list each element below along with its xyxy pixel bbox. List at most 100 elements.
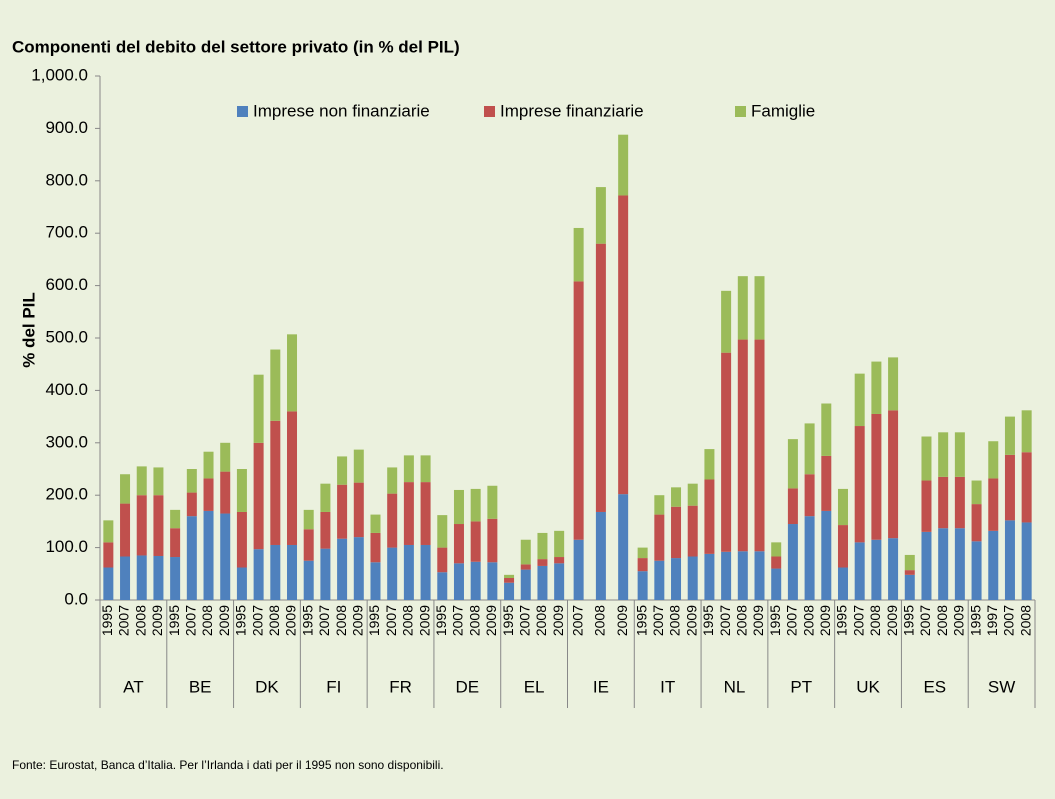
group-label: IE [593,677,609,696]
bar-segment [954,432,965,477]
bar-segment [136,555,147,600]
bar-segment [837,567,848,600]
bar-segment [120,556,131,600]
bar-segment [387,493,398,548]
legend-label: Famiglie [751,101,815,120]
bar-segment [804,423,815,475]
x-tick-label: 2009 [416,605,432,636]
y-tick-label: 300.0 [45,432,88,451]
bar-segment [387,467,398,494]
bar-segment [203,510,214,600]
bar-segment [1021,410,1032,453]
group-label: NL [724,677,746,696]
bar-segment [971,480,982,505]
bar-segment [971,541,982,600]
bar-segment [988,478,999,531]
bar-segment [618,195,629,495]
group-label: FI [326,677,341,696]
bar-segment [453,563,464,600]
bar-segment [704,449,715,480]
x-tick-label: 1995 [99,605,115,636]
bar-segment [403,544,414,600]
bar-segment [253,374,264,443]
bar-segment [554,557,565,564]
bar-segment [618,134,629,196]
x-tick-label: 1995 [166,605,182,636]
x-tick-label: 2007 [249,605,265,636]
bar-segment [270,349,281,421]
bar-segment [520,569,531,600]
x-tick-label: 2009 [483,605,499,636]
bar-segment [253,442,264,550]
bar-segment [236,567,247,600]
bar-segment [203,478,214,511]
x-tick-label: 2007 [516,605,532,636]
x-tick-label: 2007 [569,605,585,636]
x-tick-label: 1995 [900,605,916,636]
bar-segment [871,539,882,600]
group-label: AT [123,677,143,696]
x-tick-label: 2008 [800,605,816,636]
bar-segment [1004,454,1015,521]
bar-segment [787,488,798,525]
bar-segment [353,449,364,483]
bar-segment [370,562,381,600]
bar-segment [904,574,915,600]
legend-swatch [735,106,746,117]
bar-segment [754,551,765,600]
bar-segment [573,281,584,540]
x-tick-label: 2007 [316,605,332,636]
group-label: UK [856,677,880,696]
bar-segment [888,538,899,600]
x-tick-label: 2007 [784,605,800,636]
bar-segment [170,528,181,558]
bar-segment [136,466,147,496]
bar-segment [220,471,231,514]
bar-segment [437,572,448,600]
bar-segment [804,516,815,600]
bar-segment [687,505,698,557]
bar-segment [270,544,281,600]
bar-segment [704,553,715,600]
bar-segment [520,539,531,565]
bar-segment [170,557,181,600]
bar-segment [821,455,832,511]
bar-segment [186,492,197,517]
bar-segment [287,544,298,600]
y-tick-label: 1,000.0 [31,65,88,84]
bar-segment [1021,522,1032,600]
bar-segment [353,482,364,538]
bar-segment [888,410,899,539]
bar-segment [437,547,448,573]
bar-segment [153,555,164,600]
x-tick-label: 1995 [767,605,783,636]
group-label: SW [988,677,1015,696]
bar-segment [253,549,264,600]
legend-label: Imprese non finanziarie [253,101,430,120]
bar-segment [303,509,314,530]
source-note: Fonte: Eurostat, Banca d’Italia. Per l’I… [12,758,444,772]
bar-segment [470,488,481,522]
x-tick-label: 2008 [333,605,349,636]
bar-segment [988,530,999,600]
x-tick-label: 1995 [834,605,850,636]
bar-segment [504,582,515,600]
legend-swatch [484,106,495,117]
bar-segment [220,442,231,472]
bar-segment [337,456,348,485]
x-tick-label: 1995 [433,605,449,636]
bar-segment [854,542,865,600]
x-tick-label: 1995 [500,605,516,636]
y-axis-title: % del PIL [19,292,38,368]
x-tick-label: 2007 [917,605,933,636]
bar-segment [804,474,815,517]
bar-segment [854,426,865,543]
bar-segment [938,432,949,477]
x-tick-label: 2007 [383,605,399,636]
group-label: ES [923,677,946,696]
bar-segment [837,488,848,526]
group-label: EL [524,677,545,696]
bar-segment [871,413,882,540]
bar-segment [988,441,999,479]
x-tick-label: 2008 [592,605,608,636]
